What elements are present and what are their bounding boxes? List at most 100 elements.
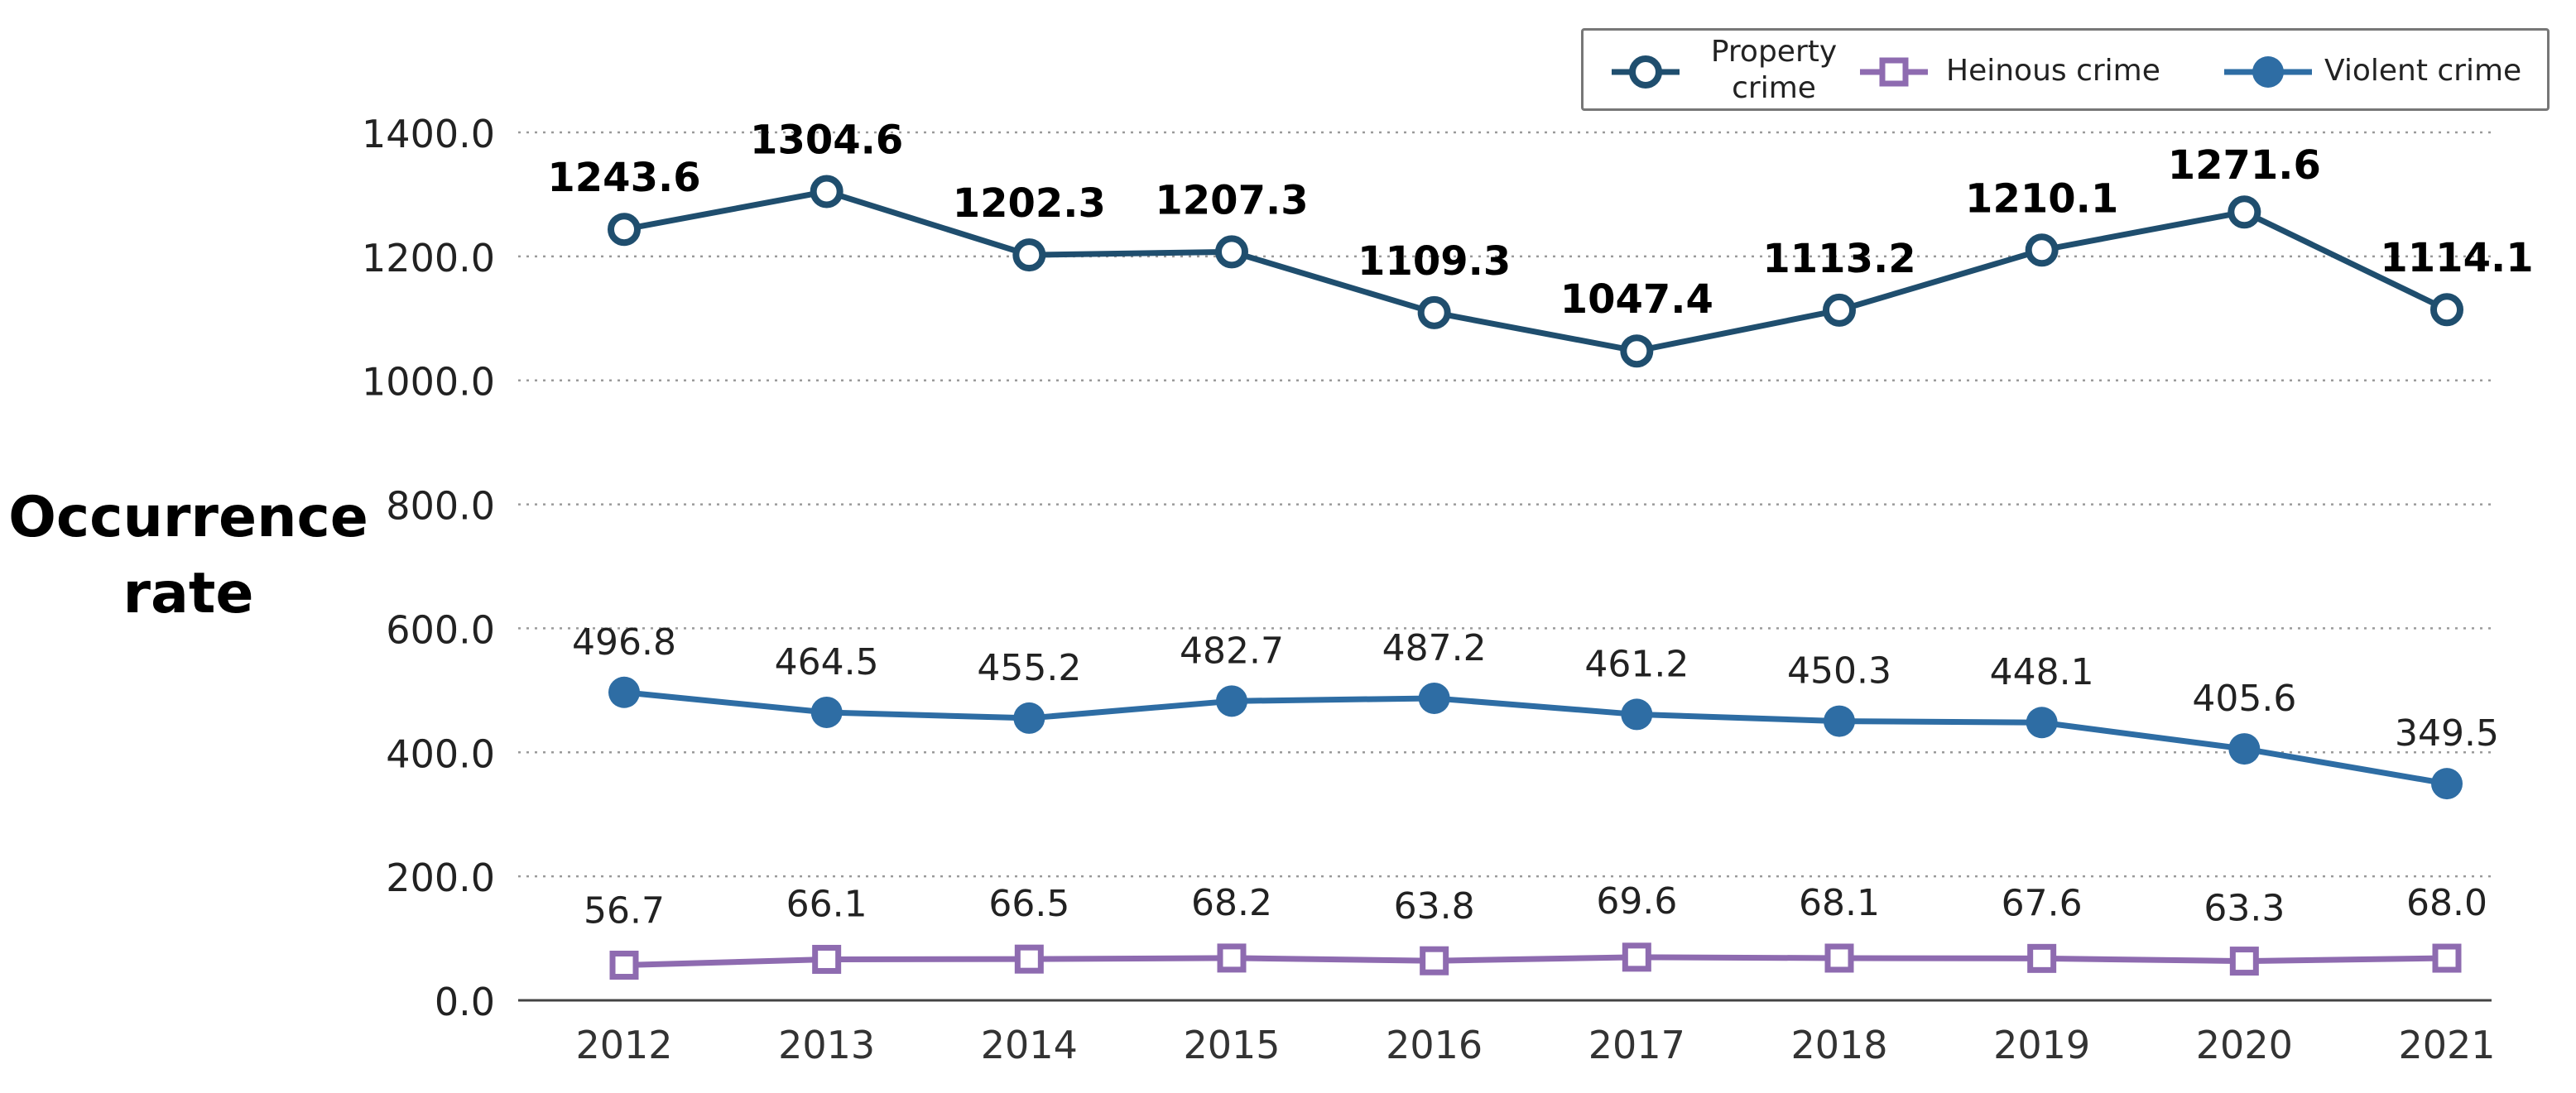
y-tick-label: 1200.0 bbox=[362, 236, 495, 280]
y-axis-title-line-1: Occurrence bbox=[8, 485, 368, 550]
heinous-crime-point bbox=[812, 944, 842, 974]
heinous-crime-data-label: 56.7 bbox=[584, 890, 665, 932]
x-axis-ticks: 2012 2013 2014 2015 2016 2017 2018 2019 2020 2021 bbox=[575, 1023, 2495, 1067]
y-tick-label: 200.0 bbox=[386, 856, 495, 900]
x-tick-label: 2018 bbox=[1790, 1023, 1887, 1067]
violent-crime-data-label: 487.2 bbox=[1382, 627, 1487, 669]
property-crime-point bbox=[2025, 233, 2059, 267]
heinous-crime-data-label: 66.5 bbox=[988, 883, 1069, 925]
violent-crime-point bbox=[2026, 707, 2058, 739]
property-crime-legend-line-1: Property bbox=[1710, 35, 1838, 69]
x-tick-label: 2020 bbox=[2196, 1023, 2293, 1067]
violent-crime-data-label: 461.2 bbox=[1584, 643, 1689, 685]
violent-crime-data-label: 450.3 bbox=[1787, 650, 1891, 693]
y-tick-label: 400.0 bbox=[386, 731, 495, 776]
violent-crime-point bbox=[2228, 733, 2261, 765]
heinous-crime-point bbox=[2229, 947, 2259, 976]
violent-crime-data-label: 405.6 bbox=[2192, 678, 2296, 720]
property-crime-point bbox=[1620, 334, 1654, 368]
heinous-crime-data-label: 63.8 bbox=[1394, 885, 1475, 928]
violent-crime-data-label: 455.2 bbox=[977, 647, 1081, 689]
property-crime-data-label: 1047.4 bbox=[1560, 276, 1713, 323]
property-crime-point bbox=[1823, 293, 1856, 327]
series-lines bbox=[623, 188, 2449, 969]
violent-crime-data-label: 464.5 bbox=[775, 641, 879, 683]
heinous-crime-data-label: 69.6 bbox=[1596, 880, 1677, 923]
y-tick-label: 0.0 bbox=[435, 980, 495, 1024]
violent-crime-point bbox=[1216, 685, 1247, 717]
heinous-crime-legend-label: Heinous crime bbox=[1946, 54, 2160, 88]
violent-crime-data-label: 448.1 bbox=[1990, 651, 2094, 693]
x-tick-label: 2017 bbox=[1588, 1023, 1685, 1067]
x-tick-label: 2019 bbox=[1993, 1023, 2090, 1067]
heinous-crime-point bbox=[2027, 943, 2057, 973]
heinous-crime-point bbox=[1824, 943, 1854, 973]
property-crime-data-label: 1114.1 bbox=[2380, 235, 2533, 281]
property-crime-point bbox=[1417, 295, 1451, 329]
heinous-crime-point bbox=[609, 951, 639, 980]
property-crime-point bbox=[2430, 293, 2463, 327]
x-tick-label: 2016 bbox=[1386, 1023, 1483, 1067]
property-crime-data-label: 1113.2 bbox=[1762, 236, 1915, 282]
y-tick-label: 1000.0 bbox=[362, 360, 495, 405]
heinous-crime-data-label: 68.2 bbox=[1191, 882, 1272, 924]
heinous-crime-point bbox=[1420, 946, 1449, 976]
property-crime-point bbox=[2228, 195, 2261, 229]
property-crime-data-label: 1207.3 bbox=[1155, 177, 1308, 223]
gridlines bbox=[518, 131, 2492, 1002]
property-crime-data-label: 1271.6 bbox=[2168, 142, 2321, 189]
heinous-crime-line bbox=[623, 954, 2448, 969]
heinous-crime-point bbox=[2432, 943, 2462, 973]
data-labels: 1243.6 1304.6 1202.3 1207.3 1109.3 1047.4 1113… bbox=[547, 117, 2533, 932]
property-crime-point bbox=[1215, 235, 1248, 269]
violent-crime-line bbox=[623, 689, 2448, 787]
heinous-crime-point bbox=[1217, 943, 1247, 973]
legend-item-violent-crime: Violent crime bbox=[2221, 31, 2552, 108]
violent-crime-point bbox=[1418, 682, 1450, 714]
property-crime-data-label: 1243.6 bbox=[547, 155, 700, 201]
x-tick-label: 2012 bbox=[575, 1023, 672, 1067]
violent-crime-legend-label: Violent crime bbox=[2324, 54, 2522, 88]
violent-crime-legend-marker bbox=[2224, 56, 2312, 88]
legend: Property crime Heinous crime Violent cri… bbox=[1581, 28, 2550, 111]
violent-crime-point bbox=[2431, 768, 2463, 800]
legend-item-heinous-crime: Heinous crime bbox=[1857, 31, 2204, 108]
legend-item-property-crime: Property crime bbox=[1608, 31, 1906, 108]
y-axis-ticks: 0.0 200.0 400.0 600.0 800.0 1000.0 1200.0 1400.… bbox=[362, 112, 495, 1024]
y-axis-title-line-2: rate bbox=[123, 561, 254, 626]
x-tick-label: 2013 bbox=[778, 1023, 875, 1067]
violent-crime-data-label: 482.7 bbox=[1180, 630, 1284, 672]
property-crime-data-label: 1210.1 bbox=[1965, 175, 2118, 222]
heinous-crime-data-label: 67.6 bbox=[2002, 882, 2083, 924]
violent-crime-point bbox=[1621, 698, 1653, 731]
property-crime-point bbox=[810, 175, 843, 209]
property-crime-data-label: 1304.6 bbox=[750, 117, 903, 163]
x-tick-label: 2021 bbox=[2398, 1023, 2495, 1067]
violent-crime-point bbox=[810, 696, 843, 728]
y-tick-label: 600.0 bbox=[386, 607, 495, 652]
series-markers bbox=[608, 175, 2463, 980]
property-crime-point bbox=[1012, 238, 1046, 272]
property-crime-point bbox=[608, 213, 641, 247]
violent-crime-data-label: 496.8 bbox=[572, 621, 676, 664]
property-crime-legend-line-2: crime bbox=[1732, 71, 1816, 105]
y-axis-title: Occurrence rate bbox=[0, 480, 377, 632]
heinous-crime-legend-marker bbox=[1860, 57, 1928, 87]
heinous-crime-data-label: 68.1 bbox=[1799, 882, 1880, 924]
property-crime-line bbox=[623, 188, 2449, 354]
violent-crime-point bbox=[1824, 705, 1855, 737]
property-crime-data-label: 1202.3 bbox=[953, 180, 1106, 227]
heinous-crime-data-label: 66.1 bbox=[786, 883, 867, 925]
violent-crime-data-label: 349.5 bbox=[2395, 712, 2499, 755]
x-tick-label: 2014 bbox=[981, 1023, 1078, 1067]
heinous-crime-point bbox=[1014, 944, 1044, 974]
property-crime-data-label: 1109.3 bbox=[1358, 238, 1511, 285]
y-tick-label: 800.0 bbox=[386, 484, 495, 529]
x-tick-label: 2015 bbox=[1183, 1023, 1280, 1067]
property-crime-legend-marker bbox=[1612, 55, 1680, 89]
violent-crime-point bbox=[608, 676, 640, 708]
y-tick-label: 1400.0 bbox=[362, 112, 495, 156]
heinous-crime-data-label: 63.3 bbox=[2204, 888, 2285, 930]
heinous-crime-point bbox=[1622, 942, 1651, 972]
